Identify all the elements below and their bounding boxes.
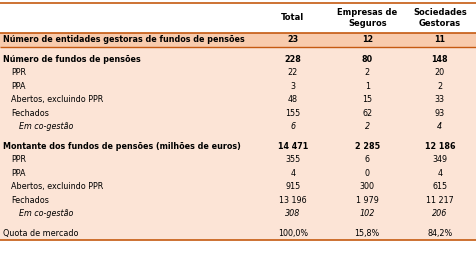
Text: 4: 4 xyxy=(290,169,295,178)
Text: Sociedades
Gestoras: Sociedades Gestoras xyxy=(413,8,466,28)
Bar xyxy=(0,166,476,180)
Text: Número de fundos de pensões: Número de fundos de pensões xyxy=(3,55,141,64)
Text: 11 217: 11 217 xyxy=(426,196,454,205)
Text: 14 471: 14 471 xyxy=(278,142,308,151)
Text: 2: 2 xyxy=(365,68,370,77)
Text: Total: Total xyxy=(281,14,304,23)
Text: 4: 4 xyxy=(437,169,442,178)
Bar xyxy=(0,226,476,240)
Bar xyxy=(0,120,476,133)
Bar xyxy=(0,193,476,207)
Bar xyxy=(0,47,476,53)
Text: 308: 308 xyxy=(285,209,300,218)
Text: Fechados: Fechados xyxy=(11,196,49,205)
Text: PPA: PPA xyxy=(11,82,26,91)
Text: 1 979: 1 979 xyxy=(356,196,379,205)
Text: Quota de mercado: Quota de mercado xyxy=(3,229,79,238)
Text: 615: 615 xyxy=(432,182,447,191)
Text: 80: 80 xyxy=(362,55,373,64)
Text: 148: 148 xyxy=(432,55,448,64)
Text: 93: 93 xyxy=(435,109,445,118)
Bar xyxy=(0,66,476,80)
Text: PPR: PPR xyxy=(11,155,26,164)
Text: 12 186: 12 186 xyxy=(425,142,455,151)
Text: Em co-gestão: Em co-gestão xyxy=(19,122,73,131)
Bar xyxy=(0,33,476,47)
Text: 355: 355 xyxy=(285,155,300,164)
Text: 206: 206 xyxy=(432,209,447,218)
Text: 1: 1 xyxy=(365,82,370,91)
Text: 300: 300 xyxy=(360,182,375,191)
Text: 12: 12 xyxy=(362,35,373,44)
Text: Fechados: Fechados xyxy=(11,109,49,118)
Text: 2: 2 xyxy=(365,122,370,131)
Text: Abertos, excluindo PPR: Abertos, excluindo PPR xyxy=(11,95,103,104)
Text: 62: 62 xyxy=(362,109,372,118)
Text: 0: 0 xyxy=(365,169,370,178)
Bar xyxy=(0,80,476,93)
Text: PPA: PPA xyxy=(11,169,26,178)
Text: 23: 23 xyxy=(287,35,298,44)
Bar xyxy=(0,207,476,220)
Bar xyxy=(0,93,476,107)
Bar xyxy=(0,133,476,140)
Bar xyxy=(0,153,476,166)
Text: 4: 4 xyxy=(437,122,442,131)
Text: 155: 155 xyxy=(285,109,300,118)
Text: 15,8%: 15,8% xyxy=(355,229,380,238)
Text: 13 196: 13 196 xyxy=(279,196,307,205)
Text: 6: 6 xyxy=(290,122,295,131)
Text: 100,0%: 100,0% xyxy=(278,229,308,238)
Bar xyxy=(0,140,476,153)
Bar xyxy=(0,53,476,66)
Text: 6: 6 xyxy=(365,155,370,164)
Text: Montante dos fundos de pensões (milhões de euros): Montante dos fundos de pensões (milhões … xyxy=(3,142,241,151)
Text: 48: 48 xyxy=(288,95,298,104)
Text: 20: 20 xyxy=(435,68,445,77)
Bar xyxy=(0,107,476,120)
Text: 2: 2 xyxy=(437,82,442,91)
Bar xyxy=(0,220,476,226)
Text: 102: 102 xyxy=(359,209,375,218)
Text: 915: 915 xyxy=(285,182,300,191)
Text: Em co-gestão: Em co-gestão xyxy=(19,209,73,218)
Text: 11: 11 xyxy=(434,35,446,44)
Text: 22: 22 xyxy=(288,68,298,77)
Text: 3: 3 xyxy=(290,82,295,91)
Text: 33: 33 xyxy=(435,95,445,104)
Text: Empresas de
Seguros: Empresas de Seguros xyxy=(337,8,397,28)
Text: PPR: PPR xyxy=(11,68,26,77)
Text: 228: 228 xyxy=(284,55,301,64)
Text: 349: 349 xyxy=(432,155,447,164)
Text: Abertos, excluindo PPR: Abertos, excluindo PPR xyxy=(11,182,103,191)
Text: Número de entidades gestoras de fundos de pensões: Número de entidades gestoras de fundos d… xyxy=(3,35,245,44)
Text: 15: 15 xyxy=(362,95,372,104)
Text: 2 285: 2 285 xyxy=(355,142,380,151)
Bar xyxy=(0,180,476,193)
Text: 84,2%: 84,2% xyxy=(427,229,453,238)
Bar xyxy=(0,3,476,33)
